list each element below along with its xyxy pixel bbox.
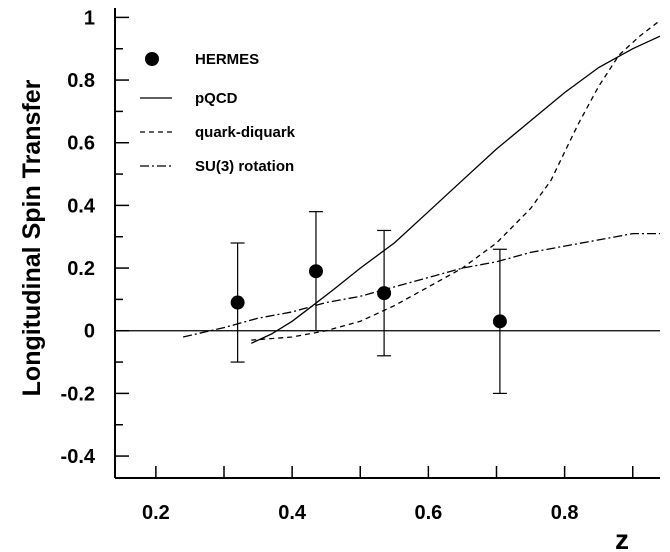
x-tick-label: 0.4 — [278, 502, 307, 524]
y-tick-label: 0.2 — [67, 258, 95, 280]
x-tick-label: 0.2 — [142, 502, 170, 524]
y-tick-label: -0.4 — [61, 446, 96, 468]
series-su-3-rotation — [182, 232, 660, 338]
legend-label: HERMES — [195, 51, 259, 68]
curve-series — [182, 19, 661, 344]
y-tick-label: 0.6 — [67, 133, 95, 155]
y-tick-label: 0.8 — [67, 70, 95, 92]
y-tick-label: 1 — [84, 7, 95, 29]
x-axis-ticks: 0.2 0.4 0.6 0.8 — [142, 466, 634, 524]
plot-frame — [114, 8, 660, 479]
data-point — [308, 264, 323, 279]
y-tick-label: 0.4 — [67, 195, 96, 217]
hermes-data-points — [230, 211, 507, 394]
legend-label: pQCD — [195, 90, 238, 107]
legend-label: quark-diquark — [195, 124, 296, 141]
x-axis-title: z — [615, 524, 629, 552]
data-point — [492, 314, 507, 329]
y-tick-label: 0 — [84, 321, 95, 343]
series-pqcd — [251, 35, 661, 344]
y-axis-title: Longitudinal Spin Transfer — [18, 79, 46, 396]
data-point — [377, 286, 392, 301]
series-quark-diquark — [251, 19, 661, 341]
legend-label: SU(3) rotation — [195, 158, 294, 175]
legend-marker-hermes — [145, 52, 159, 66]
y-tick-label: -0.2 — [61, 383, 95, 405]
data-point — [230, 295, 245, 310]
y-axis-ticks: -0.4 -0.2 0 0.2 0.4 0.6 0.8 1 — [61, 7, 129, 468]
legend: HERMES pQCD quark-diquark SU(3) rotation — [140, 51, 296, 175]
x-tick-label: 0.8 — [551, 502, 579, 524]
x-tick-label: 0.6 — [414, 502, 442, 524]
